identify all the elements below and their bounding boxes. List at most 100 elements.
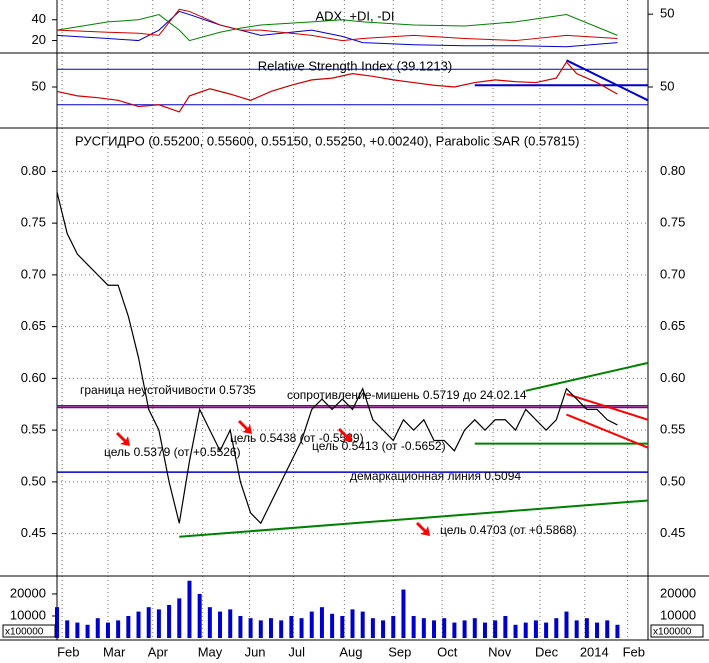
- x-tick-label: Feb: [623, 644, 645, 659]
- series-line: [56, 14, 618, 42]
- volume-bar: [177, 598, 182, 638]
- y-tick-label: 40: [32, 11, 46, 26]
- volume-bar: [116, 620, 121, 638]
- volume-bar: [605, 620, 610, 638]
- x-tick-label: Jun: [245, 644, 266, 659]
- volume-bar: [65, 620, 70, 638]
- y-tick-label: 0.45: [21, 525, 46, 540]
- x-tick-label: Aug: [339, 644, 362, 659]
- y2-tick-label: 0.55: [660, 422, 685, 437]
- arrow-icon: [338, 428, 352, 442]
- price-line: [56, 61, 618, 113]
- y-tick-label: 0.80: [21, 163, 46, 178]
- trend-line: [566, 413, 649, 449]
- volume-bar: [523, 622, 528, 638]
- volume-bar: [75, 622, 80, 638]
- volume-bar: [584, 618, 589, 638]
- x-tick-label: May: [198, 644, 223, 659]
- volume-bar: [432, 620, 437, 638]
- multiplier-label: x100000: [653, 627, 692, 638]
- trend-line: [566, 392, 649, 421]
- level-label: демаркационная линия 0.5094: [350, 469, 521, 483]
- arrow-icon: [238, 420, 252, 434]
- series-line: [56, 8, 618, 42]
- y-tick-label: 0.55: [21, 422, 46, 437]
- volume-bar: [554, 618, 559, 638]
- volume-bar: [156, 609, 161, 638]
- volume-bar: [289, 615, 294, 638]
- annotation: цель 0.5413 (от -0.5652): [312, 439, 446, 453]
- volume-bar: [544, 622, 549, 638]
- level-label: сопротивление-мишень 0.5719 до 24.02.14: [287, 388, 527, 402]
- multiplier-box: [2, 624, 56, 638]
- y-tick-label: 0.70: [21, 266, 46, 281]
- volume-bar: [136, 611, 141, 638]
- volume-bar: [105, 622, 110, 638]
- volume-bar: [218, 611, 223, 638]
- volume-bar: [462, 620, 467, 638]
- volume-bar: [187, 580, 192, 638]
- volume-bar: [391, 615, 396, 638]
- volume-bar: [564, 611, 569, 638]
- x-tick-label: Apr: [148, 644, 169, 659]
- volume-bar: [513, 624, 518, 638]
- x-tick-label: Mar: [103, 644, 126, 659]
- volume-bar: [95, 618, 100, 638]
- multiplier-box: [650, 624, 704, 638]
- volume-bar: [503, 615, 508, 638]
- trend-line: [525, 361, 649, 392]
- x-tick-label: Feb: [57, 644, 79, 659]
- x-tick-label: Sep: [388, 644, 411, 659]
- x-tick-label: Dec: [535, 644, 559, 659]
- volume-bar: [442, 618, 447, 638]
- volume-bar: [350, 609, 355, 638]
- volume-bar: [493, 620, 498, 638]
- volume-bar: [482, 622, 487, 638]
- volume-bar: [615, 624, 620, 638]
- series-line: [56, 10, 618, 48]
- annotation: цель 0.4703 (от +0.5868): [440, 523, 577, 537]
- volume-bar: [126, 615, 131, 638]
- y-tick-label: 0.75: [21, 215, 46, 230]
- x-tick-label: Nov: [488, 644, 512, 659]
- y2-tick-label: 50: [660, 6, 674, 21]
- x-tick-label: Oct: [437, 644, 458, 659]
- volume-bar: [360, 611, 365, 638]
- arrow-icon: [116, 432, 130, 446]
- volume-bar: [268, 618, 273, 638]
- volume-bar: [381, 620, 386, 638]
- panel-title: РУСГИДРО (0.55200, 0.55600, 0.55150, 0.5…: [75, 133, 579, 148]
- y2-tick-label: 50: [660, 78, 674, 93]
- price-line: [56, 191, 618, 525]
- y2-tick-label: 0.45: [660, 525, 685, 540]
- y2-tick-label: 10000: [660, 607, 696, 622]
- volume-bar: [533, 620, 538, 638]
- volume-bar: [238, 615, 243, 638]
- x-tick-label: 2014: [580, 644, 609, 659]
- y-tick-label: 10000: [10, 607, 46, 622]
- volume-bar: [330, 613, 335, 638]
- y-tick-label: 50: [32, 78, 46, 93]
- volume-bar: [370, 618, 375, 638]
- y-tick-label: 20: [32, 32, 46, 47]
- arrow-icon: [416, 522, 430, 536]
- level-label: граница неустойчивости 0.5735: [80, 383, 256, 397]
- volume-bar: [401, 589, 406, 638]
- trend-line: [179, 499, 649, 538]
- volume-bar: [146, 607, 151, 638]
- trend-line: [566, 59, 649, 102]
- y-tick-label: 0.60: [21, 370, 46, 385]
- y2-tick-label: 0.65: [660, 318, 685, 333]
- panel-title: Relative Strength Index (39.1213): [258, 58, 452, 73]
- y2-tick-label: 0.80: [660, 163, 685, 178]
- y-tick-label: 20000: [10, 585, 46, 600]
- y2-tick-label: 0.70: [660, 266, 685, 281]
- volume-bar: [258, 620, 263, 638]
- volume-bar: [228, 609, 233, 638]
- volume-bar: [472, 618, 477, 638]
- volume-bar: [207, 607, 212, 638]
- volume-bar: [421, 618, 426, 638]
- volume-bar: [309, 611, 314, 638]
- volume-bar: [197, 593, 202, 638]
